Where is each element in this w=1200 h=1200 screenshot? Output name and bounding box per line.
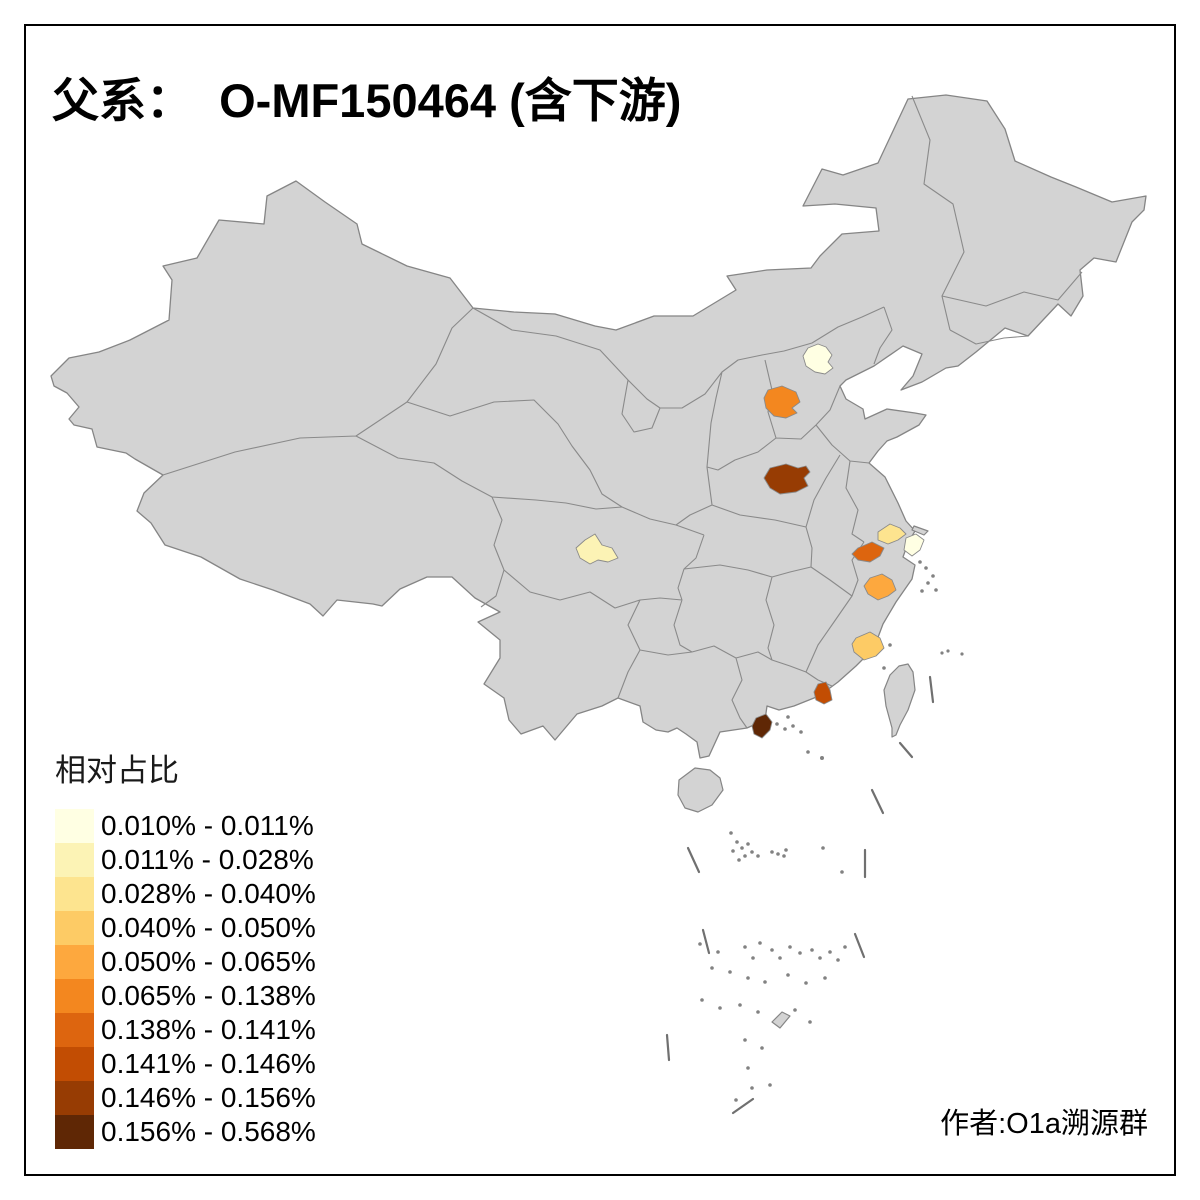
- region-north-henan: [763, 463, 811, 495]
- legend-title: 相对占比: [55, 753, 179, 788]
- islands: [677, 525, 929, 1029]
- legend-row: 0.010% - 0.011%: [55, 809, 316, 843]
- legend-label: 0.141% - 0.146%: [101, 1048, 316, 1079]
- legend-label: 0.011% - 0.028%: [101, 844, 314, 875]
- region-chengdu: [575, 533, 619, 565]
- region-east-guangdong: [813, 681, 833, 705]
- legend-label: 0.010% - 0.011%: [101, 810, 314, 841]
- legend-label: 0.138% - 0.141%: [101, 1014, 316, 1045]
- legend-swatch: [55, 945, 94, 979]
- page-title: 父系： O-MF150464 (含下游): [52, 74, 682, 127]
- legend-swatch: [55, 911, 94, 945]
- region-coastal-fujian: [851, 631, 885, 661]
- attribution-text: 作者:O1a溯源群: [940, 1108, 1148, 1140]
- legend-row: 0.011% - 0.028%: [55, 843, 316, 877]
- chongming-island: [911, 525, 929, 536]
- legend-swatch: [55, 843, 94, 877]
- reef-islet: [771, 1011, 791, 1029]
- legend-label: 0.065% - 0.138%: [101, 980, 316, 1011]
- legend-swatch: [55, 1047, 94, 1081]
- legend-swatch: [55, 809, 94, 843]
- islet-dots: [698, 560, 964, 1102]
- legend-row: 0.050% - 0.065%: [55, 945, 316, 979]
- legend-swatch: [55, 1081, 94, 1115]
- legend-label: 0.156% - 0.568%: [101, 1116, 316, 1147]
- region-north-zhejiang: [851, 541, 885, 563]
- legend: 相对占比 0.010% - 0.011% 0.011% - 0.028% 0.0…: [55, 745, 316, 1149]
- region-central-zhejiang: [863, 573, 897, 601]
- legend-label: 0.050% - 0.065%: [101, 946, 316, 977]
- province-borders: [162, 95, 1083, 729]
- legend-swatch: [55, 877, 94, 911]
- region-beijing: [802, 343, 834, 375]
- legend-row: 0.138% - 0.141%: [55, 1013, 316, 1047]
- legend-row: 0.146% - 0.156%: [55, 1081, 316, 1115]
- region-central-hebei: [763, 385, 801, 419]
- legend-row: 0.065% - 0.138%: [55, 979, 316, 1013]
- dash-line-segments: [665, 675, 935, 1115]
- highlighted-regions: [575, 343, 925, 739]
- legend-row: 0.028% - 0.040%: [55, 877, 316, 911]
- taiwan-island: [883, 663, 916, 738]
- region-west-pearl-delta: [751, 713, 773, 739]
- plot-frame: [24, 24, 1176, 1176]
- legend-swatch: [55, 1115, 94, 1149]
- legend-row: 0.156% - 0.568%: [55, 1115, 316, 1149]
- legend-row: 0.141% - 0.146%: [55, 1047, 316, 1081]
- region-suzhou: [877, 523, 907, 545]
- legend-label: 0.028% - 0.040%: [101, 878, 316, 909]
- legend-label: 0.146% - 0.156%: [101, 1082, 316, 1113]
- hainan-island: [677, 767, 724, 813]
- legend-label: 0.040% - 0.050%: [101, 912, 316, 943]
- legend-swatch: [55, 1013, 94, 1047]
- legend-swatch: [55, 979, 94, 1013]
- region-shanghai: [903, 533, 925, 557]
- legend-row: 0.040% - 0.050%: [55, 911, 316, 945]
